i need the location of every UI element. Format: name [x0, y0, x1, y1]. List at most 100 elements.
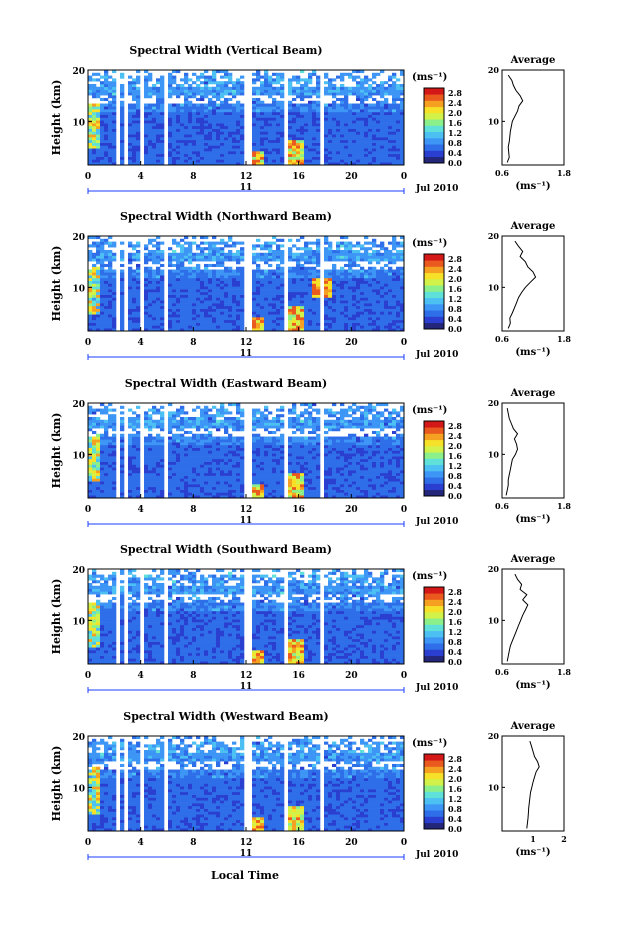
heatmap-cell	[316, 89, 321, 93]
heatmap-cell	[112, 156, 117, 160]
heatmap-cell	[280, 120, 285, 124]
heatmap-cell	[212, 308, 217, 312]
heatmap-cell	[100, 280, 105, 284]
heatmap-cell	[192, 314, 197, 318]
heatmap-cell	[108, 297, 113, 301]
heatmap-cell	[272, 286, 277, 290]
heatmap-cell	[232, 283, 237, 287]
heatmap-cell	[352, 114, 357, 118]
heatmap-cell	[260, 100, 265, 104]
heatmap-cell	[300, 328, 305, 332]
heatmap-cell	[224, 272, 229, 276]
heatmap-cell	[316, 258, 321, 262]
heatmap-cell	[376, 289, 381, 293]
heatmap-cell	[296, 291, 301, 295]
heatmap-cell	[360, 145, 365, 149]
heatmap-cell	[316, 308, 321, 312]
heatmap-cell	[160, 103, 165, 107]
heatmap-cell	[180, 300, 185, 304]
heatmap-cell	[216, 297, 221, 301]
heatmap-cell	[272, 325, 277, 329]
heatmap-cell	[364, 328, 369, 332]
heatmap-cell	[156, 266, 161, 270]
heatmap-cell	[332, 148, 337, 152]
heatmap-cell	[224, 83, 229, 88]
heatmap-cell	[200, 123, 205, 127]
heatmap-cell	[100, 75, 105, 79]
heatmap-cell	[144, 95, 149, 99]
heatmap-cell	[304, 83, 309, 88]
heatmap-cell	[216, 148, 221, 152]
heatmap-cell	[208, 241, 213, 245]
heatmap-cell	[148, 450, 153, 454]
heatmap-cell	[184, 458, 189, 462]
heatmap-cell	[108, 269, 113, 273]
heatmap-cell	[372, 111, 377, 115]
heatmap-cell	[376, 131, 381, 135]
heatmap-cell	[88, 291, 93, 295]
heatmap-cell	[368, 134, 373, 138]
heatmap-cell	[328, 106, 333, 110]
x-tick-label: 20	[345, 172, 358, 182]
heatmap-cell	[144, 447, 149, 451]
heatmap-cell	[268, 83, 273, 88]
heatmap-cell	[192, 436, 197, 440]
heatmap-cell	[304, 114, 309, 118]
heatmap-cell	[196, 486, 201, 490]
heatmap-cell	[400, 314, 405, 318]
heatmap-cell	[160, 305, 165, 309]
heatmap-cell	[304, 244, 309, 248]
heatmap-cell	[388, 319, 393, 323]
heatmap-cell	[240, 128, 245, 132]
heatmap-cell	[156, 272, 161, 276]
heatmap-cell	[252, 328, 257, 332]
heatmap-cell	[296, 139, 301, 143]
heatmap-cell	[148, 103, 153, 107]
heatmap-cell	[120, 433, 125, 437]
heatmap-cell	[128, 114, 133, 118]
heatmap-cell	[180, 125, 185, 129]
heatmap-cell	[372, 86, 377, 90]
heatmap-cell	[168, 495, 173, 499]
heatmap-cell	[144, 272, 149, 276]
heatmap-cell	[132, 291, 137, 295]
heatmap-cell	[144, 425, 149, 429]
heatmap-cell	[256, 137, 261, 141]
heatmap-cell	[268, 78, 273, 82]
heatmap-cell	[240, 300, 245, 304]
heatmap-cell	[188, 294, 193, 298]
heatmap-cell	[312, 291, 317, 295]
heatmap-cell	[220, 111, 225, 115]
heatmap-cell	[316, 269, 321, 273]
heatmap-cell	[176, 70, 181, 74]
heatmap-cell	[92, 322, 97, 326]
heatmap-cell	[120, 269, 125, 273]
heatmap-cell	[196, 467, 201, 471]
heatmap-cell	[100, 153, 105, 157]
heatmap-cell	[120, 291, 125, 295]
heatmap-cell	[216, 86, 221, 90]
heatmap-cell	[196, 153, 201, 157]
heatmap-cell	[356, 109, 361, 113]
heatmap-cell	[300, 70, 305, 74]
heatmap-cell	[108, 83, 113, 88]
heatmap-cell	[160, 106, 165, 110]
heatmap-cell	[396, 142, 401, 146]
heatmap-cell	[316, 81, 321, 85]
heatmap-cell	[92, 300, 97, 304]
heatmap-cell	[300, 97, 305, 102]
heatmap-cell	[200, 117, 205, 121]
heatmap-cell	[172, 117, 177, 121]
heatmap-cell	[324, 148, 329, 152]
heatmap-cell	[160, 241, 165, 245]
heatmap-cell	[96, 72, 101, 76]
heatmap-cell	[336, 131, 341, 135]
heatmap-cell	[292, 142, 297, 146]
heatmap-cell	[252, 297, 257, 301]
heatmap-cell	[152, 103, 157, 107]
heatmap-cell	[192, 311, 197, 315]
heatmap-cell	[308, 106, 313, 110]
heatmap-cell	[392, 244, 397, 248]
heatmap-cell	[100, 464, 105, 468]
heatmap-cell	[204, 314, 209, 318]
